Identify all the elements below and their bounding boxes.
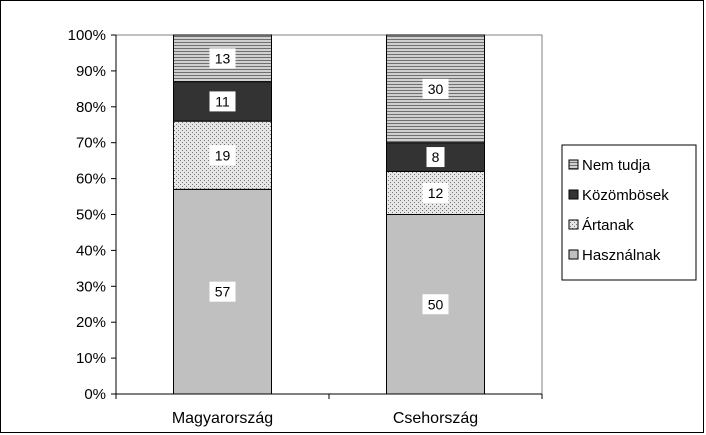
y-tick-label: 20% [76,314,106,331]
data-labels: 57 19 11 13 50 12 8 30 [209,48,449,315]
y-tick-label: 40% [76,242,106,259]
y-tick-label: 10% [76,350,106,367]
y-tick-label: 60% [76,171,106,188]
data-label-box [209,145,236,166]
data-label: 8 [432,149,440,165]
data-label-box [422,294,449,315]
legend-label: Használnak [582,247,661,264]
x-category-label: Magyarország [172,410,273,427]
legend: Nem tudja Közömbösek Ártanak Használnak [561,144,697,281]
y-tick-label: 70% [76,135,106,152]
axes: 0% 10% 20% 30% 40% 50% 60% 70% 80% 90% 100% Magyaro… [68,27,543,427]
legend-label: Közömbösek [582,187,669,204]
y-tick-label: 100% [68,27,106,44]
data-label: 30 [428,81,444,97]
y-tick-label: 50% [76,207,106,224]
data-label: 50 [428,296,444,312]
data-label-box [422,182,449,203]
legend-label: Nem tudja [582,157,651,174]
legend-swatch [568,189,579,200]
data-label-box [209,91,236,112]
legend-swatch [568,249,579,260]
data-label-box [422,78,449,99]
data-label: 12 [428,185,444,201]
data-label: 13 [215,50,231,66]
legend-swatch [568,159,579,170]
data-label-box [209,281,236,302]
data-label: 11 [215,93,230,109]
legend-label: Ártanak [582,217,634,234]
legend-swatch [568,219,579,230]
y-tick-label: 0% [84,386,106,403]
x-category-label: Csehország [393,410,478,427]
legend-box [561,144,697,281]
data-label: 57 [215,284,231,300]
data-label-box [426,147,445,168]
data-label-box [209,48,236,69]
data-label: 19 [215,147,231,163]
y-tick-label: 30% [76,278,106,295]
y-tick-label: 90% [76,63,106,80]
y-tick-label: 80% [76,99,106,116]
